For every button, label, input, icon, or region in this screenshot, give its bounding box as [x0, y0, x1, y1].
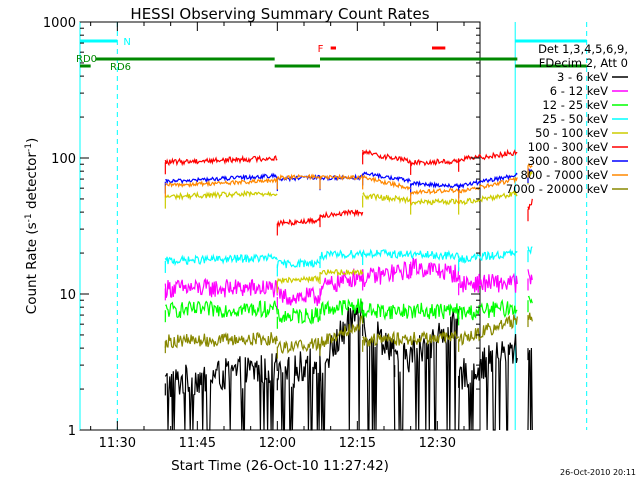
series-2-segment-0	[165, 300, 278, 319]
series-0-segment-1	[276, 344, 321, 431]
series-3-segment-1	[276, 257, 321, 269]
series-5	[164, 148, 533, 236]
series-5-segment-0	[164, 154, 278, 167]
x-axis-label: Start Time (26-Oct-10 11:27:42)	[171, 458, 389, 474]
y-axis-label: Count Rate (s-1 detector-1)	[24, 138, 40, 314]
legend-header-line-2: FDecim 2, Att 0	[539, 56, 628, 70]
legend-entry-6: 300 - 800 keV	[528, 154, 608, 168]
legend-entry-7: 800 - 7000 keV	[520, 168, 608, 182]
series-4-segment-6	[527, 169, 533, 177]
legend-entry-2: 12 - 25 keV	[542, 98, 608, 112]
series-2-segment-1	[276, 307, 321, 325]
y-tick-label-3: 1000	[43, 16, 76, 31]
series-8-segment-1	[276, 337, 321, 354]
series-3-segment-0	[164, 252, 278, 267]
series-2-segment-3	[362, 302, 460, 321]
instrument-flags: N F RD0 RD6	[76, 22, 588, 430]
series-6-segment-5	[458, 172, 518, 189]
legend-entry-0: 3 - 6 keV	[557, 70, 608, 84]
series-3-segment-4	[458, 248, 518, 264]
legend-header-line-1: Det 1,3,4,5,6,9,	[538, 42, 628, 56]
series-3-segment-2	[319, 249, 364, 261]
series-7-segment-5	[458, 176, 518, 194]
series-1-segment-1	[276, 286, 321, 306]
rd6-label: RD6	[110, 62, 131, 73]
axis-ticks: 11:30 11:45 12:00 12:15 12:30 1 10 100 1000	[43, 16, 480, 451]
series-1-segment-2	[319, 268, 364, 297]
series-4-segment-2	[319, 268, 364, 277]
series-4-segment-5	[458, 190, 518, 206]
series-1-segment-4	[410, 257, 460, 283]
series-1-segment-0	[164, 277, 278, 298]
series-7	[164, 162, 533, 205]
saa-label: N	[123, 37, 130, 48]
legend-entry-4: 50 - 100 keV	[535, 126, 608, 140]
x-tick-label-0: 11:30	[99, 436, 136, 451]
series-4-segment-1	[276, 275, 321, 285]
series-2-segment-2	[319, 298, 364, 316]
y-tick-label-1: 10	[59, 288, 76, 303]
series-0-segment-4	[394, 308, 460, 431]
series-8-segment-0	[164, 331, 278, 349]
series-7-segment-3	[362, 174, 411, 191]
chart-title: HESSI Observing Summary Count Rates	[130, 5, 429, 23]
series-1	[164, 257, 533, 310]
x-tick-label-1: 11:45	[179, 436, 216, 451]
series-1-segment-6	[527, 269, 533, 285]
x-tick-label-4: 12:30	[419, 436, 456, 451]
series-4	[164, 169, 533, 293]
footer-timestamp: 26-Oct-2010 20:11	[560, 468, 636, 477]
series-5-segment-4	[410, 158, 460, 167]
series-2-segment-5	[527, 295, 533, 304]
legend-entry-3: 25 - 50 keV	[542, 112, 608, 126]
series-8	[164, 312, 533, 359]
series-3-segment-3	[362, 248, 460, 261]
legend-entry-5: 100 - 300 keV	[528, 140, 608, 154]
x-tick-label-2: 12:00	[259, 436, 296, 451]
series-8-segment-5	[527, 312, 533, 322]
legend-entry-8: 7000 - 20000 keV	[506, 182, 608, 196]
series-3	[164, 246, 533, 277]
series-5-segment-1	[276, 216, 321, 228]
series-8-segment-3	[362, 329, 460, 347]
series-6-segment-3	[362, 171, 412, 184]
series-2-segment-4	[458, 298, 518, 321]
series-5-segment-5	[458, 148, 518, 163]
series-5-segment-3	[362, 148, 412, 164]
series-4-segment-0	[164, 189, 278, 201]
series-8-segment-4	[458, 314, 518, 346]
rd0-label: RD0	[76, 54, 97, 65]
series-0-segment-6	[527, 347, 533, 431]
series-0-segment-0	[164, 353, 278, 431]
series-layer	[164, 148, 533, 431]
series-7-segment-6	[527, 162, 533, 169]
series-0-segment-5	[458, 334, 518, 431]
flare-label: F	[318, 44, 324, 55]
series-7-segment-0	[164, 177, 278, 188]
series-7-segment-4	[410, 187, 460, 195]
series-1-segment-3	[362, 261, 412, 288]
series-5-segment-6	[527, 198, 533, 210]
series-8-segment-2	[319, 314, 364, 351]
series-7-segment-2	[319, 173, 364, 181]
series-6-segment-6	[527, 168, 533, 172]
series-1-segment-5	[458, 272, 518, 293]
series-4-segment-4	[410, 197, 460, 206]
series-6-segment-4	[410, 180, 459, 189]
x-tick-label-3: 12:15	[339, 436, 376, 451]
series-0	[164, 301, 533, 431]
series-7-segment-1	[276, 173, 320, 181]
series-2	[164, 295, 533, 329]
y-tick-label-0: 1	[68, 424, 76, 439]
series-6-segment-0	[165, 172, 278, 185]
legend: Det 1,3,4,5,6,9, FDecim 2, Att 0 3 - 6 k…	[506, 42, 628, 196]
series-5-segment-2	[319, 208, 364, 219]
series-3-segment-5	[527, 246, 533, 255]
legend-entry-1: 6 - 12 keV	[550, 84, 608, 98]
series-4-segment-3	[362, 191, 412, 205]
series-0-segment-3	[362, 314, 396, 431]
y-tick-label-2: 100	[51, 152, 76, 167]
